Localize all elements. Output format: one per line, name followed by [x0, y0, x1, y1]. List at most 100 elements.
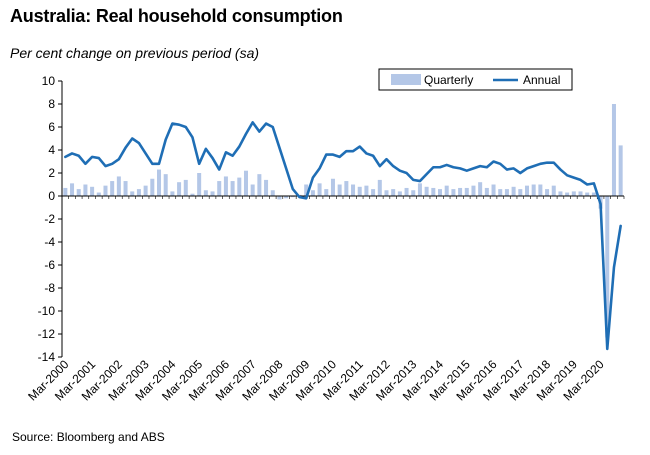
quarterly-bar: [565, 192, 570, 196]
quarterly-bar: [605, 196, 610, 338]
quarterly-bar: [230, 181, 235, 196]
quarterly-bar: [310, 190, 315, 196]
quarterly-bar: [190, 193, 195, 196]
y-tick-label: -10: [38, 304, 56, 318]
quarterly-bar: [351, 184, 356, 196]
quarterly-bar: [70, 183, 75, 196]
quarterly-bar: [83, 184, 88, 196]
quarterly-bar: [404, 187, 409, 196]
quarterly-bar: [611, 104, 616, 196]
quarterly-bar: [177, 182, 182, 196]
quarterly-bar: [217, 181, 222, 196]
y-tick-label: 10: [42, 74, 56, 88]
quarterly-bar: [317, 183, 322, 196]
quarterly-bar: [96, 192, 101, 196]
y-tick-label: -2: [44, 212, 55, 226]
quarterly-bar: [397, 191, 402, 196]
y-tick-label: -8: [44, 281, 55, 295]
quarterly-bar: [63, 187, 68, 196]
quarterly-bar: [357, 186, 362, 196]
quarterly-bar: [371, 189, 376, 196]
quarterly-bar: [518, 189, 523, 196]
legend-swatch-quarterly: [391, 74, 421, 85]
quarterly-bar: [438, 189, 443, 196]
legend-label-annual: Annual: [523, 73, 560, 87]
quarterly-bar: [304, 184, 309, 196]
quarterly-bar: [618, 145, 623, 196]
y-tick-label: -12: [38, 327, 56, 341]
chart-subtitle: Per cent change on previous period (sa): [10, 45, 260, 61]
quarterly-bar: [444, 185, 449, 196]
quarterly-bar: [270, 190, 275, 196]
quarterly-bar: [411, 190, 416, 196]
quarterly-bar: [150, 178, 155, 196]
quarterly-bar: [250, 184, 255, 196]
y-tick-label: -14: [38, 350, 56, 364]
quarterly-bar: [384, 190, 389, 196]
quarterly-bar: [116, 176, 121, 196]
quarterly-bar: [431, 187, 436, 196]
y-tick-label: 8: [48, 97, 55, 111]
quarterly-bar: [578, 191, 583, 196]
quarterly-bar: [558, 191, 563, 196]
quarterly-bar: [538, 184, 543, 196]
quarterly-bar: [257, 174, 262, 196]
quarterly-bar: [478, 182, 483, 196]
annual-line: [64, 121, 622, 351]
quarterly-bar: [417, 183, 422, 196]
y-tick-label: 2: [48, 166, 55, 180]
quarterly-bar: [330, 178, 335, 196]
quarterly-bar: [491, 184, 496, 196]
quarterly-bar: [243, 170, 248, 196]
quarterly-bar: [170, 191, 175, 196]
quarterly-bar: [585, 192, 590, 196]
legend-box: [378, 68, 573, 91]
quarterly-bar: [524, 185, 529, 196]
quarterly-bar: [183, 179, 188, 196]
quarterly-bar: [504, 189, 509, 196]
quarterly-bar: [110, 181, 115, 196]
quarterly-bar: [551, 185, 556, 196]
quarterly-bar: [511, 186, 516, 196]
quarterly-bar: [471, 185, 476, 196]
quarterly-bar: [571, 191, 576, 196]
quarterly-bar: [377, 179, 382, 196]
quarterly-bar: [364, 185, 369, 196]
quarterly-bar: [163, 174, 168, 196]
quarterly-bar: [324, 189, 329, 196]
quarterly-bar: [337, 184, 342, 196]
quarterly-bar: [531, 184, 536, 196]
y-tick-label: -6: [44, 258, 55, 272]
quarterly-bar: [157, 169, 162, 196]
chart-title: Australia: Real household consumption: [10, 6, 343, 26]
quarterly-bar: [203, 190, 208, 196]
quarterly-bar: [76, 189, 81, 196]
y-tick-label: 0: [48, 189, 55, 203]
quarterly-bar: [284, 196, 289, 199]
y-tick-label: 6: [48, 120, 55, 134]
quarterly-bar: [136, 189, 141, 196]
quarterly-bar: [237, 177, 242, 196]
legend-label-quarterly: Quarterly: [424, 73, 473, 87]
quarterly-bar: [591, 192, 596, 196]
quarterly-bar: [464, 187, 469, 196]
quarterly-bar: [123, 181, 128, 196]
quarterly-bar: [290, 196, 295, 198]
quarterly-bar: [277, 196, 282, 200]
quarterly-bar: [458, 187, 463, 196]
quarterly-bar: [545, 189, 550, 196]
quarterly-bar: [451, 189, 456, 196]
source-note: Source: Bloomberg and ABS: [12, 430, 165, 444]
quarterly-bar: [498, 189, 503, 196]
quarterly-bar: [197, 173, 202, 196]
y-tick-label: 4: [48, 143, 55, 157]
y-tick-label: -4: [44, 235, 55, 249]
quarterly-bar: [424, 186, 429, 196]
quarterly-bar: [103, 185, 108, 196]
quarterly-bar: [210, 191, 215, 196]
quarterly-bar: [344, 181, 349, 196]
quarterly-bar: [264, 179, 269, 196]
quarterly-bar: [391, 189, 396, 196]
quarterly-bar: [90, 186, 95, 196]
